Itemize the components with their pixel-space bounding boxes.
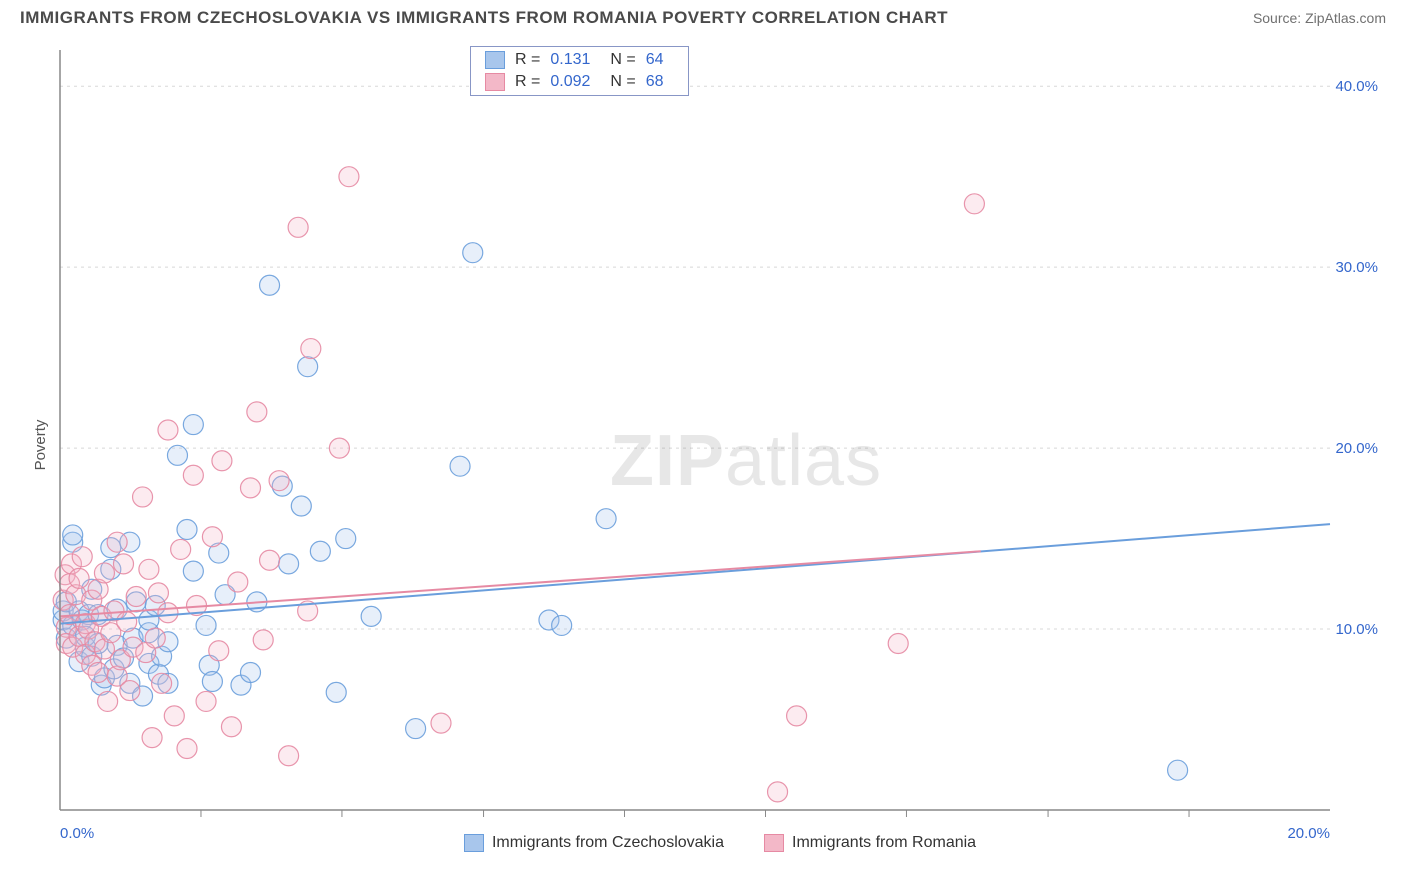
swatch-icon [464, 834, 484, 852]
bottom-legend: Immigrants from Czechoslovakia Immigrant… [50, 834, 1390, 852]
svg-text:30.0%: 30.0% [1335, 259, 1378, 276]
stats-row-series-1: R = 0.092 N = 68 [471, 71, 688, 93]
chart-container: Poverty 10.0%20.0%30.0%40.0%0.0%20.0% ZI… [50, 40, 1390, 850]
stats-legend: R = 0.131 N = 64 R = 0.092 N = 68 [470, 46, 689, 96]
svg-text:40.0%: 40.0% [1335, 78, 1378, 95]
scatter-chart: 10.0%20.0%30.0%40.0%0.0%20.0% [50, 40, 1390, 850]
legend-label-0: Immigrants from Czechoslovakia [492, 834, 724, 852]
legend-item-0: Immigrants from Czechoslovakia [464, 834, 724, 852]
legend-item-1: Immigrants from Romania [764, 834, 976, 852]
legend-label-1: Immigrants from Romania [792, 834, 976, 852]
swatch-icon [485, 51, 505, 69]
chart-title: IMMIGRANTS FROM CZECHOSLOVAKIA VS IMMIGR… [20, 8, 948, 28]
swatch-icon [764, 834, 784, 852]
swatch-icon [485, 73, 505, 91]
r-value-0: 0.131 [550, 51, 590, 69]
r-value-1: 0.092 [550, 73, 590, 91]
n-value-0: 64 [646, 51, 664, 69]
y-axis-label: Poverty [32, 420, 49, 471]
svg-text:20.0%: 20.0% [1335, 440, 1378, 457]
stats-row-series-0: R = 0.131 N = 64 [471, 49, 688, 71]
chart-source: Source: ZipAtlas.com [1253, 10, 1386, 26]
svg-text:10.0%: 10.0% [1335, 621, 1378, 638]
n-value-1: 68 [646, 73, 664, 91]
